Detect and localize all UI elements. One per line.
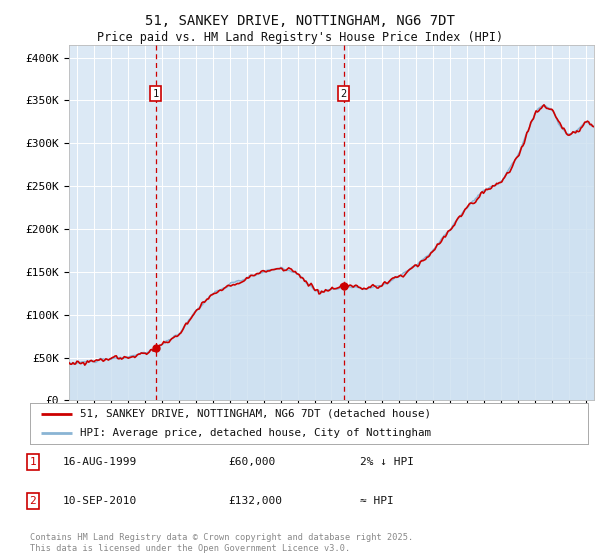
Text: ≈ HPI: ≈ HPI bbox=[360, 496, 394, 506]
Text: Price paid vs. HM Land Registry's House Price Index (HPI): Price paid vs. HM Land Registry's House … bbox=[97, 31, 503, 44]
Text: £60,000: £60,000 bbox=[228, 457, 275, 467]
Text: 51, SANKEY DRIVE, NOTTINGHAM, NG6 7DT (detached house): 51, SANKEY DRIVE, NOTTINGHAM, NG6 7DT (d… bbox=[80, 409, 431, 419]
Text: 2: 2 bbox=[340, 88, 347, 99]
Text: £132,000: £132,000 bbox=[228, 496, 282, 506]
Text: 1: 1 bbox=[29, 457, 37, 467]
Text: HPI: Average price, detached house, City of Nottingham: HPI: Average price, detached house, City… bbox=[80, 428, 431, 438]
Text: 16-AUG-1999: 16-AUG-1999 bbox=[63, 457, 137, 467]
Text: 2: 2 bbox=[29, 496, 37, 506]
Text: 51, SANKEY DRIVE, NOTTINGHAM, NG6 7DT: 51, SANKEY DRIVE, NOTTINGHAM, NG6 7DT bbox=[145, 14, 455, 28]
Text: 1: 1 bbox=[152, 88, 159, 99]
Text: 10-SEP-2010: 10-SEP-2010 bbox=[63, 496, 137, 506]
Text: 2% ↓ HPI: 2% ↓ HPI bbox=[360, 457, 414, 467]
Text: Contains HM Land Registry data © Crown copyright and database right 2025.
This d: Contains HM Land Registry data © Crown c… bbox=[30, 533, 413, 553]
